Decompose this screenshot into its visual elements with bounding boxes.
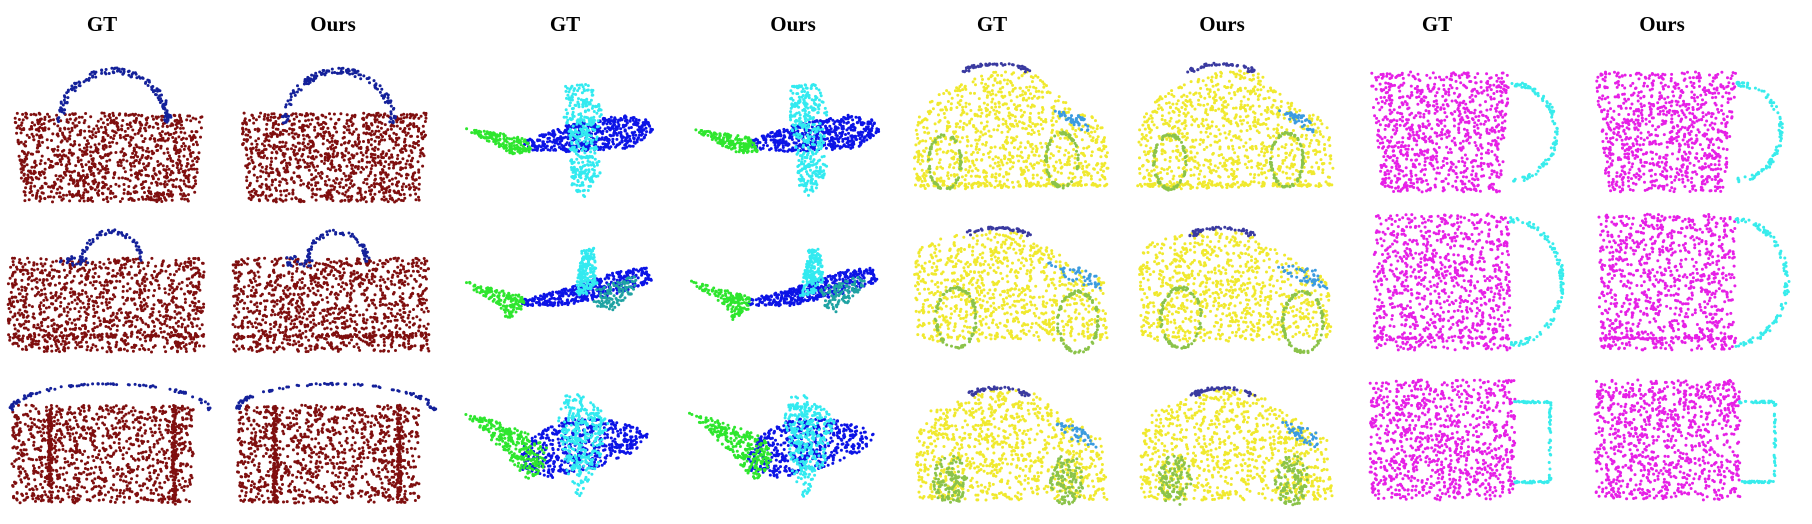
plane-row2-gt — [465, 247, 653, 319]
car-row2-gt — [913, 226, 1108, 355]
bag-row2-gt — [7, 228, 206, 353]
bag-row1-ours — [241, 67, 428, 204]
mug-row2-ours — [1598, 213, 1791, 352]
plane-row2-ours — [690, 248, 878, 321]
mug-row3-gt — [1369, 379, 1553, 502]
car-row3-gt — [915, 385, 1108, 505]
car-row3-ours — [1140, 386, 1334, 506]
bag-row3-ours — [235, 382, 437, 505]
mug-row1-ours — [1595, 71, 1784, 194]
plane-row3-ours — [688, 394, 875, 498]
bag-row2-ours — [232, 229, 431, 354]
bag-row3-gt — [9, 382, 212, 506]
car-row1-gt — [913, 62, 1109, 190]
mug-row2-gt — [1373, 213, 1565, 352]
car-row1-ours — [1136, 62, 1334, 192]
bag-row1-gt — [14, 67, 204, 204]
mug-row1-gt — [1370, 71, 1559, 194]
plane-row1-ours — [694, 83, 880, 197]
mug-row3-ours — [1594, 379, 1778, 502]
plane-row3-gt — [464, 393, 648, 497]
car-row2-ours — [1138, 226, 1332, 354]
plane-row1-gt — [465, 83, 654, 198]
